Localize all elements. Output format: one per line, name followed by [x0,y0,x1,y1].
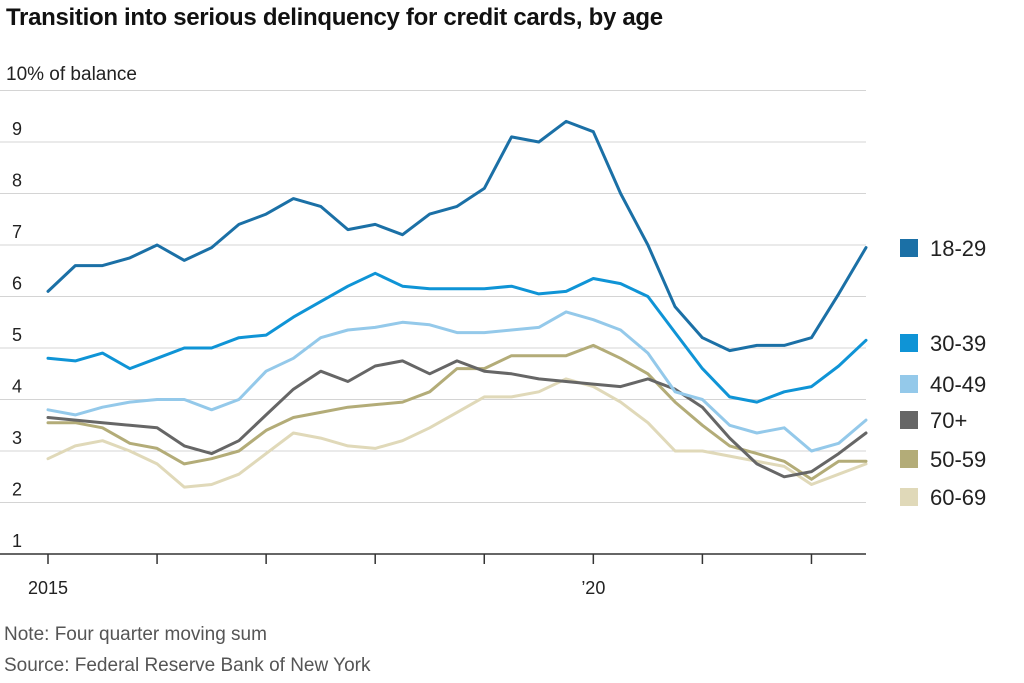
legend-swatch [900,375,918,393]
legend-label: 40-49 [930,372,986,397]
y-tick-label: 4 [12,377,22,397]
y-tick-label: 8 [12,171,22,191]
series-line-18-29 [46,119,868,353]
y-tick-label: 9 [12,119,22,139]
legend-swatch [900,239,918,257]
chart-source: Source: Federal Reserve Bank of New York [4,655,371,676]
y-tick-label: 5 [12,325,22,345]
series-line-30-39 [46,271,868,404]
legend-swatch [900,334,918,352]
x-tick-label: ’20 [581,578,605,598]
y-tick-label: 6 [12,274,22,294]
legend-label: 30-39 [930,331,986,356]
x-axis: 1 2 3 4 5 6 7 8 9 2015 ’20 [0,119,866,598]
legend-swatch [900,411,918,429]
legend-swatch [900,450,918,468]
legend-label: 70+ [930,408,967,433]
chart-title: Transition into serious delinquency for … [6,4,663,31]
series-line-70+ [46,359,868,479]
chart-note: Note: Four quarter moving sum [4,624,267,645]
gridlines [0,90,866,503]
legend: 18-29 30-39 40-49 70+ 50-59 60-69 [900,236,986,510]
y-tick-label: 3 [12,428,22,448]
legend-label: 60-69 [930,485,986,510]
series-lines [46,119,868,489]
y-axis-unit-label: 10% of balance [6,64,137,85]
y-tick-label: 1 [12,531,22,551]
legend-label: 18-29 [930,236,986,261]
y-tick-label: 7 [12,222,22,242]
series-line-40-49 [46,310,868,453]
legend-swatch [900,488,918,506]
series-line-50-59 [46,343,868,481]
legend-label: 50-59 [930,447,986,472]
x-tick-label: 2015 [28,578,68,598]
y-tick-label: 2 [12,480,22,500]
series-line-60-69 [46,377,868,489]
